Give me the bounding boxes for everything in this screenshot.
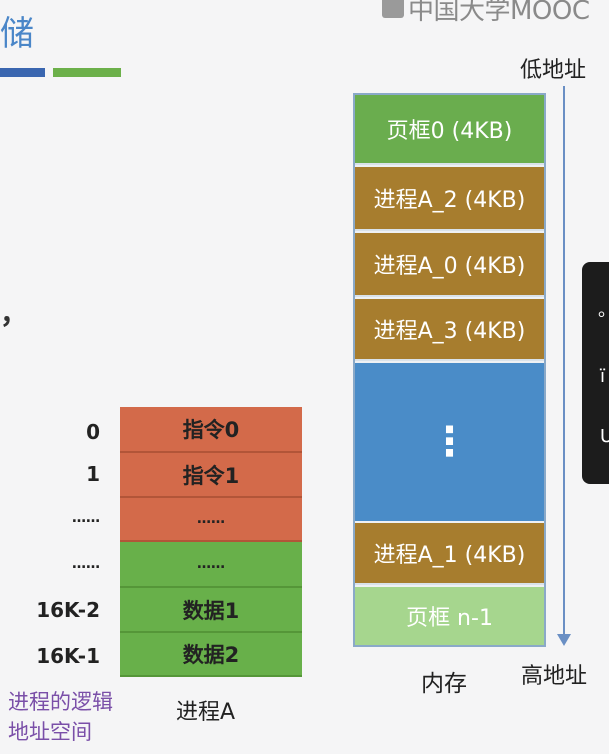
frame-label: 进程A_1 (4KB) xyxy=(373,543,526,568)
frame-label: 页框0 (4KB) xyxy=(386,119,513,144)
memory-frame-process: 进程A_0 (4KB) xyxy=(355,233,544,297)
memory-frame-process: 进程A_3 (4KB) xyxy=(355,299,544,361)
logical-cell-data: 数据2 xyxy=(120,633,302,677)
address-direction-line xyxy=(563,86,565,638)
memory-frame-last: 页框 n-1 xyxy=(355,587,544,645)
frame-label: 进程A_3 (4KB) xyxy=(373,319,526,344)
mooc-watermark-text: 中国大学MOOC xyxy=(408,0,590,26)
memory-frame-free: 页框0 (4KB) xyxy=(355,95,544,165)
panel-glyph: 。 xyxy=(598,296,609,322)
address-label: 1 xyxy=(86,462,100,486)
memory-frame-process: 进程A_2 (4KB) xyxy=(355,167,544,231)
address-label: 16K-1 xyxy=(36,644,100,668)
side-overlay-panel[interactable]: 。 ï U xyxy=(582,262,609,484)
panel-glyph: ï xyxy=(600,366,606,387)
address-label: …… xyxy=(72,556,100,572)
logical-cell-data: …… xyxy=(120,542,302,588)
cell-text: 指令0 xyxy=(182,418,240,442)
process-caption: 进程A xyxy=(176,700,236,725)
frame-label: 页框 n-1 xyxy=(406,606,493,631)
arrow-down-icon xyxy=(557,634,571,646)
ellipsis-vertical-icon: ⋮ xyxy=(429,419,470,465)
title-underline-blue xyxy=(0,68,45,77)
logical-cell-instruction: …… xyxy=(120,498,302,542)
high-address-label: 高地址 xyxy=(521,664,588,689)
page-title-fragment: 储 xyxy=(0,14,34,54)
logical-cell-data: 数据1 xyxy=(120,588,302,633)
logical-cell-instruction: 指令1 xyxy=(120,453,302,498)
address-label: 16K-2 xyxy=(36,598,100,622)
logical-cell-instruction: 指令0 xyxy=(120,407,302,453)
cell-text: 数据2 xyxy=(182,643,240,667)
text-fragment-comma: ， xyxy=(0,297,29,330)
memory-frame-process: 进程A_1 (4KB) xyxy=(355,523,544,585)
title-underline-green xyxy=(53,68,121,77)
cell-text: …… xyxy=(197,556,225,572)
frame-label: 进程A_2 (4KB) xyxy=(373,188,526,213)
cell-text: 指令1 xyxy=(182,463,240,488)
panel-glyph: U xyxy=(600,426,609,447)
low-address-label: 低地址 xyxy=(520,58,587,83)
memory-region-other: ⋮ xyxy=(355,363,544,521)
mooc-watermark: 中国大学MOOC xyxy=(380,0,590,27)
mooc-logo-icon xyxy=(382,0,404,18)
address-label: 0 xyxy=(86,420,100,444)
memory-caption: 内存 xyxy=(421,671,467,697)
logical-space-caption-line1: 进程的逻辑 xyxy=(8,690,113,714)
frame-label: 进程A_0 (4KB) xyxy=(373,254,526,279)
cell-text: 数据1 xyxy=(182,598,240,623)
address-label: …… xyxy=(72,510,100,526)
logical-space-caption-line2: 地址空间 xyxy=(8,720,92,744)
cell-text: …… xyxy=(197,511,225,527)
